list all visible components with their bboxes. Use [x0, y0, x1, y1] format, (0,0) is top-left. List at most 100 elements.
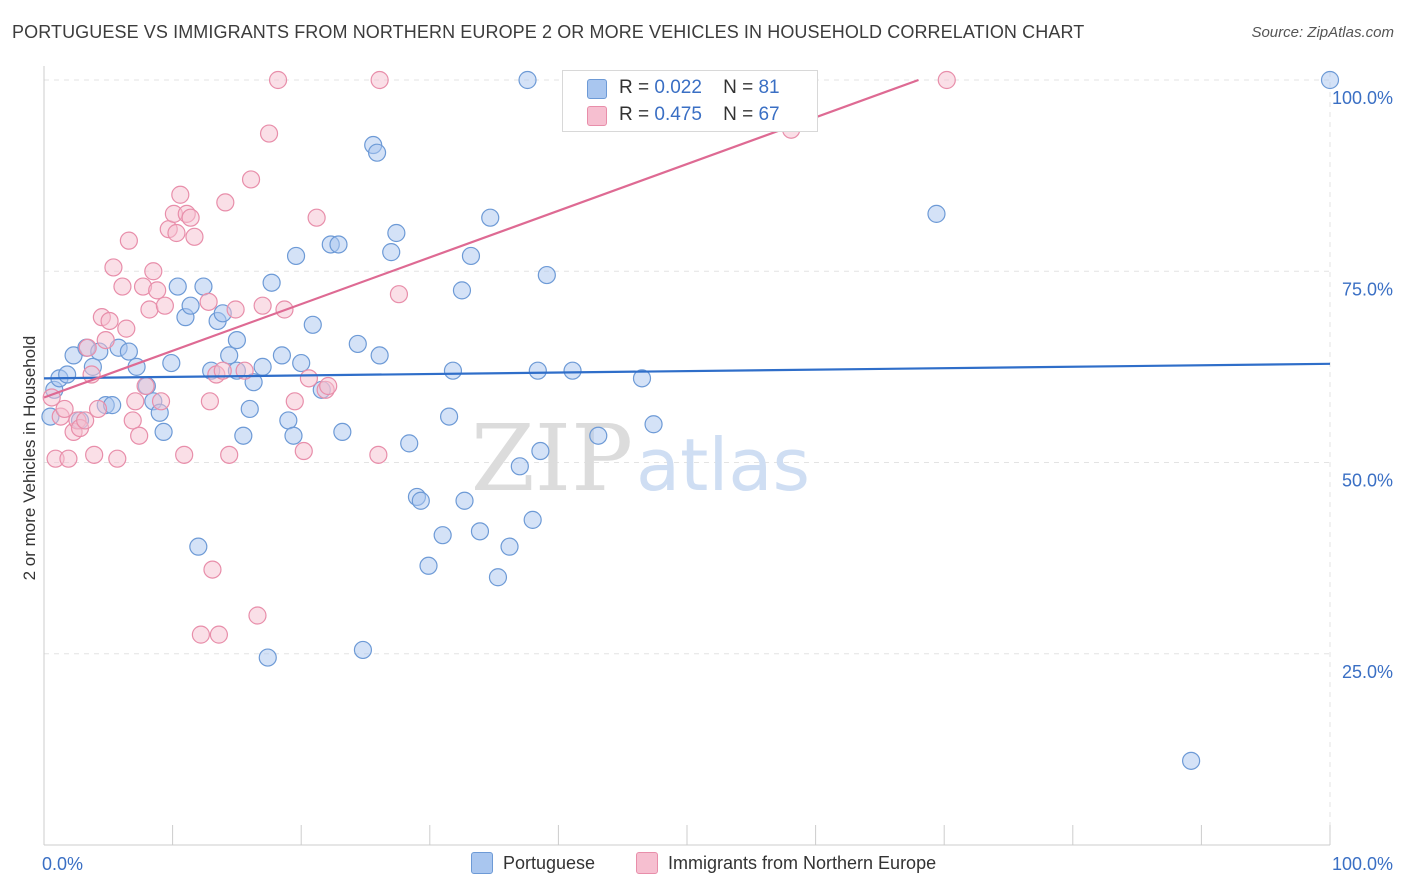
data-point-s0-72	[563, 361, 582, 380]
data-point-s0-36	[279, 411, 298, 430]
data-point-s1-18	[113, 277, 132, 296]
data-point-s0-21	[181, 296, 200, 315]
data-point-s0-19	[168, 277, 187, 296]
data-point-s0-64	[488, 568, 508, 587]
data-point-s1-45	[216, 193, 235, 212]
legend-r-label: R =	[619, 77, 650, 98]
data-point-s1-58	[307, 208, 326, 227]
data-point-s1-66	[199, 292, 218, 311]
data-point-s1-38	[185, 227, 204, 246]
data-point-s0-37	[284, 426, 303, 445]
data-point-s0-71	[537, 265, 556, 285]
y-tick-label-100: 100.0%	[1332, 88, 1393, 108]
data-point-s0-45	[348, 334, 367, 354]
data-point-s0-38	[286, 246, 306, 266]
data-point-s1-29	[151, 392, 171, 411]
trend-lines	[43, 78, 1331, 399]
data-point-s0-69	[528, 361, 547, 380]
data-point-s0-18	[162, 353, 181, 373]
data-point-s0-68	[523, 510, 542, 529]
data-point-s1-64	[937, 70, 956, 90]
data-point-s1-15	[100, 311, 119, 331]
data-point-s1-44	[213, 361, 232, 380]
data-point-s0-35	[272, 346, 292, 365]
data-point-s1-61	[369, 445, 388, 464]
data-point-s0-70	[531, 441, 550, 461]
data-point-s0-55	[419, 556, 438, 575]
data-point-s1-26	[140, 300, 159, 319]
data-point-s0-56	[433, 526, 452, 545]
data-point-s0-22	[189, 537, 208, 556]
data-point-s1-28	[148, 281, 167, 300]
data-point-s1-3	[55, 399, 74, 419]
watermark: ZIP atlas	[471, 405, 810, 512]
data-point-s1-51	[253, 296, 272, 315]
legend-n-value-portuguese: 81	[758, 77, 780, 98]
data-point-s1-56	[294, 441, 313, 461]
data-point-s1-20	[119, 231, 138, 250]
data-point-s0-57	[439, 407, 459, 426]
data-point-s1-35	[175, 445, 194, 464]
data-point-s0-52	[400, 434, 419, 453]
data-point-s0-80	[227, 331, 246, 350]
legend-r-label: R =	[619, 104, 650, 125]
data-point-s0-23	[194, 277, 213, 296]
data-point-s1-25	[136, 376, 155, 396]
data-point-s1-57	[299, 369, 319, 388]
data-point-s0-44	[333, 422, 352, 441]
y-axis-label: 2 or more Vehicles in Household	[20, 335, 39, 581]
data-point-s0-60	[455, 491, 474, 510]
data-point-s0-29	[234, 426, 253, 445]
data-point-s0-63	[481, 208, 500, 227]
data-point-s0-33	[258, 648, 277, 667]
x-tick-label-0: 0.0%	[42, 854, 83, 874]
data-point-s0-17	[154, 422, 173, 441]
series-swatch-portuguese	[471, 852, 493, 874]
data-point-s1-63	[370, 70, 389, 90]
axes	[43, 66, 1331, 846]
legend-swatch-northern-europe	[587, 106, 607, 126]
data-point-s0-3	[58, 365, 77, 384]
watermark-zip: ZIP	[471, 405, 633, 512]
data-point-s0-49	[370, 346, 389, 365]
legend-n-label: N =	[723, 77, 754, 98]
grid-lines	[44, 72, 1331, 845]
data-point-s1-46	[220, 445, 239, 464]
data-point-s1-21	[123, 411, 142, 430]
data-point-s1-9	[78, 338, 97, 357]
chart-title: PORTUGUESE VS IMMIGRANTS FROM NORTHERN E…	[12, 22, 1085, 42]
data-point-s0-48	[367, 143, 387, 162]
data-point-s1-39	[191, 625, 210, 644]
stats-legend: R = 0.022 N = 81 R = 0.475 N = 67	[562, 70, 818, 132]
data-point-s0-62	[470, 522, 490, 541]
data-point-s0-32	[253, 357, 272, 376]
series-swatch-northern-europe	[636, 852, 658, 874]
data-point-s0-59	[452, 281, 472, 300]
data-point-s1-37	[181, 208, 200, 227]
trend-line-s1	[43, 78, 919, 399]
data-point-s1-11	[85, 445, 104, 464]
data-point-s0-74	[632, 369, 652, 388]
data-point-s1-49	[241, 170, 261, 189]
data-point-s0-50	[382, 243, 401, 262]
data-point-s0-58	[443, 361, 463, 380]
data-point-s1-40	[200, 392, 219, 411]
data-point-s0-78	[1320, 70, 1340, 90]
data-point-s0-67	[518, 70, 537, 90]
trend-line-s0	[43, 362, 1331, 380]
data-point-s0-76	[927, 204, 946, 223]
data-point-s1-27	[144, 262, 163, 281]
data-point-s0-43	[329, 235, 348, 254]
data-point-s0-12	[119, 342, 138, 361]
data-point-s1-8	[76, 411, 95, 430]
data-point-s0-27	[220, 346, 239, 365]
legend-swatch-portuguese	[587, 79, 607, 99]
data-point-s0-73	[589, 426, 608, 445]
legend-n-value-northern-europe: 67	[758, 104, 780, 125]
series-label-portuguese: Portuguese	[503, 853, 596, 873]
data-point-s0-61	[461, 246, 481, 266]
data-point-s1-17	[108, 449, 127, 468]
data-point-s1-22	[126, 392, 145, 411]
data-point-s1-47	[226, 300, 245, 319]
